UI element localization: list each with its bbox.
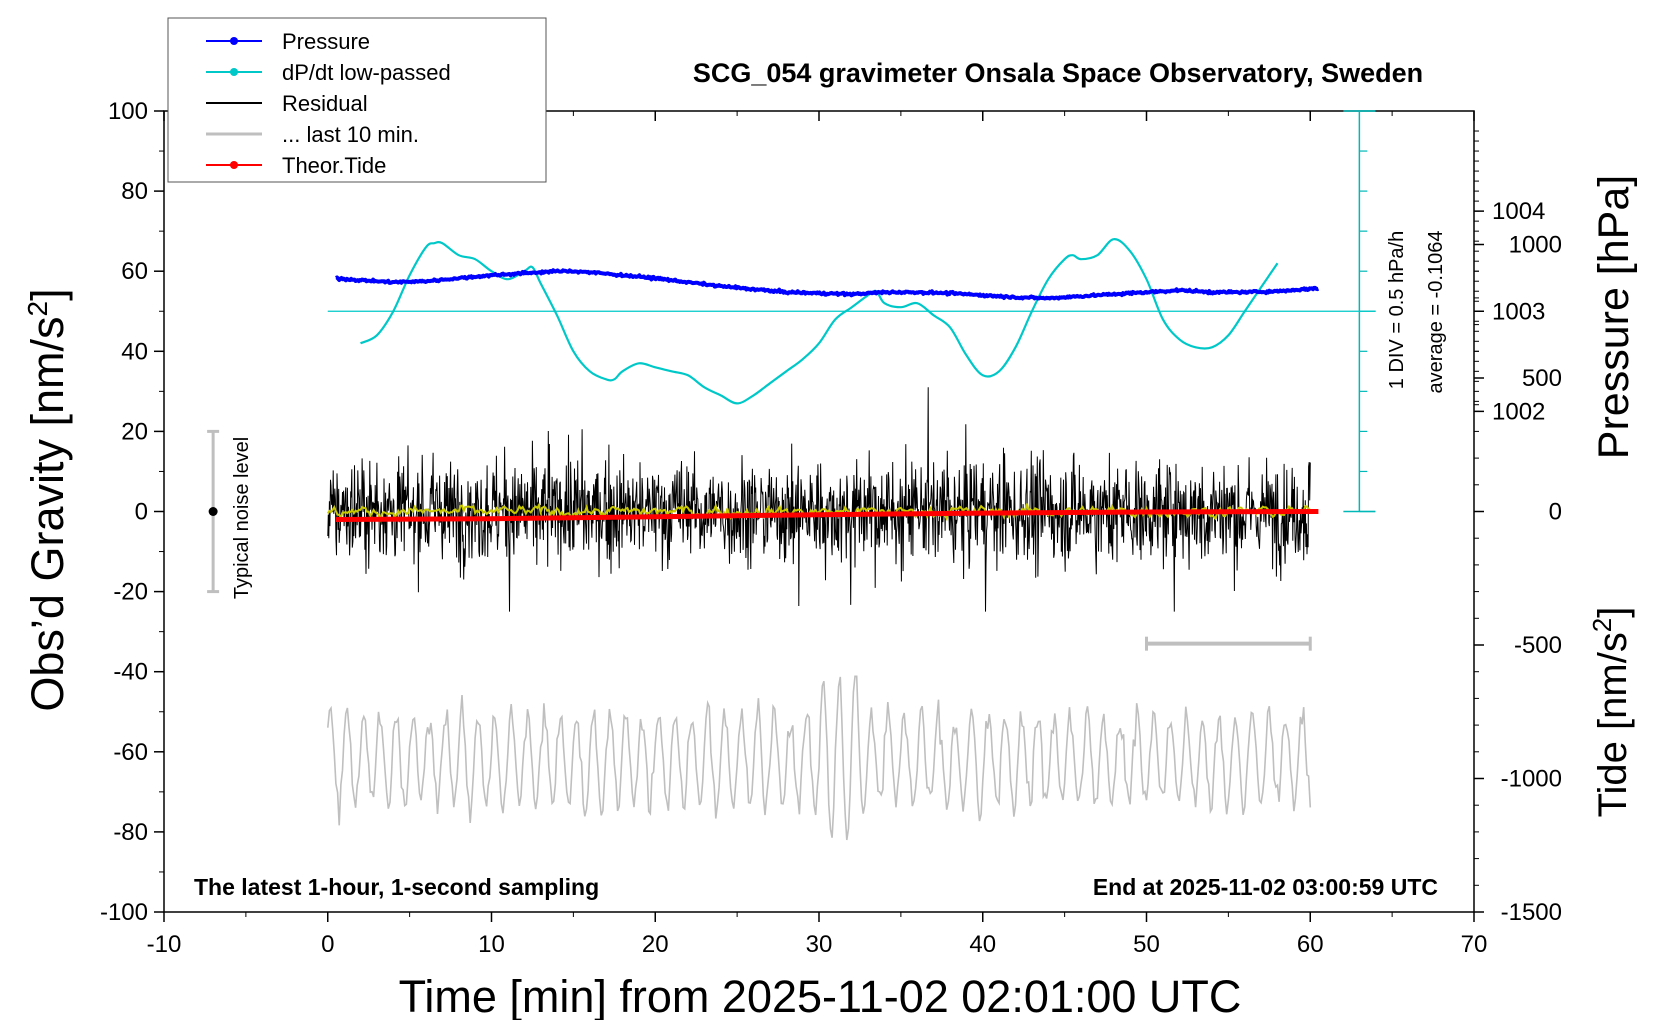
dpdt-scale-bar	[327, 110, 1376, 513]
x-tick-label: 30	[806, 931, 833, 958]
tide-tick-label: -1000	[1501, 766, 1562, 793]
x-tick-label: 40	[969, 931, 996, 958]
y-tick-label: 60	[121, 258, 148, 285]
series-layer	[326, 238, 1320, 841]
y-tick-label: -60	[113, 739, 148, 766]
y-tick-label: 0	[135, 499, 148, 526]
x-tick-label: -10	[147, 931, 182, 958]
legend-label: Residual	[282, 91, 368, 116]
x-tick-label: 50	[1133, 931, 1160, 958]
legend-label: dP/dt low-passed	[282, 60, 451, 85]
footer-right: End at 2025-11-02 03:00:59 UTC	[1093, 874, 1438, 900]
tide-tick-label: 1000	[1509, 232, 1562, 259]
noise-bar-center	[208, 507, 218, 516]
series-pressure	[335, 268, 1320, 301]
y-tick-label: -40	[113, 659, 148, 686]
legend-marker	[230, 161, 238, 169]
typical-noise-bar	[207, 429, 220, 594]
chart-title: SCG_054 gravimeter Onsala Space Observat…	[693, 58, 1423, 88]
dpdt-average-label: average = -0.1064	[1425, 231, 1447, 394]
noise-label: Typical noise level	[231, 437, 253, 599]
footer-left: The latest 1-hour, 1-second sampling	[194, 874, 599, 900]
y-label-tide-sup: 2	[1587, 618, 1617, 632]
series-residual	[327, 387, 1311, 612]
tide-axis-ticks: 1000 500 0 -500 -1000 -1500	[1474, 232, 1562, 926]
y-axis-label-left: Obs’d Gravity [nm/s2]	[22, 288, 73, 711]
pressure-axis-ticks: 1002 1003 1004	[1474, 130, 1545, 425]
y-tick-label: 80	[121, 178, 148, 205]
dpdt-scale-label: 1 DIV = 0.5 hPa/h	[1386, 231, 1408, 389]
legend-label: ... last 10 min.	[282, 122, 419, 147]
y-axis-label-pressure: Pressure [hPa]	[1590, 175, 1638, 459]
y-label-left-sup: 2	[22, 301, 53, 317]
last-10-min-bar	[1145, 636, 1312, 651]
legend-marker	[230, 37, 238, 45]
x-tick-label: 70	[1461, 931, 1488, 958]
y-label-left-main: Obs’d Gravity [nm/s	[22, 317, 73, 712]
pressure-tick-label: 1003	[1492, 298, 1545, 325]
y-label-tide-main: Tide [nm/s	[1591, 632, 1635, 817]
y-tick-label: -80	[113, 819, 148, 846]
x-tick-label: 60	[1297, 931, 1324, 958]
y-axis-ticks: -100 -80 -60 -40 -20 0 20 40 60 80 100	[100, 98, 164, 926]
x-tick-label: 10	[478, 931, 505, 958]
legend: Pressure dP/dt low-passed Residual ... last…	[167, 17, 547, 183]
legend-label: Pressure	[282, 29, 370, 54]
tide-tick-label: 0	[1549, 499, 1562, 526]
series-theor-tide	[335, 509, 1319, 522]
y-tick-label: 40	[121, 338, 148, 365]
x-axis-label: Time [min] from 2025-11-02 02:01:00 UTC	[399, 971, 1242, 1020]
series-last-10-min	[327, 675, 1312, 841]
y-tick-label: 100	[108, 98, 148, 125]
y-label-left-end: ]	[22, 288, 73, 301]
x-tick-label: 0	[321, 931, 334, 958]
tide-tick-label: 500	[1522, 365, 1562, 392]
y-tick-label: -100	[100, 899, 148, 926]
y-axis-label-tide: Tide [nm/s2]	[1587, 607, 1635, 818]
x-tick-label: 20	[642, 931, 669, 958]
legend-label: Theor.Tide	[282, 153, 386, 178]
series-dpdt	[360, 238, 1279, 405]
x-axis-ticks: -10 0 10 20 30 40 50 60 70	[147, 111, 1488, 958]
legend-marker	[230, 68, 238, 76]
y-label-tide-end: ]	[1591, 607, 1635, 618]
y-tick-label: -20	[113, 579, 148, 606]
pressure-tick-label: 1004	[1492, 198, 1545, 225]
series-residual-smoothed	[326, 502, 1311, 523]
pressure-tick-label: 1002	[1492, 398, 1545, 425]
y-tick-label: 20	[121, 418, 148, 445]
tide-tick-label: -500	[1514, 632, 1562, 659]
legend-box	[167, 17, 547, 183]
tide-tick-label: -1500	[1501, 899, 1562, 926]
